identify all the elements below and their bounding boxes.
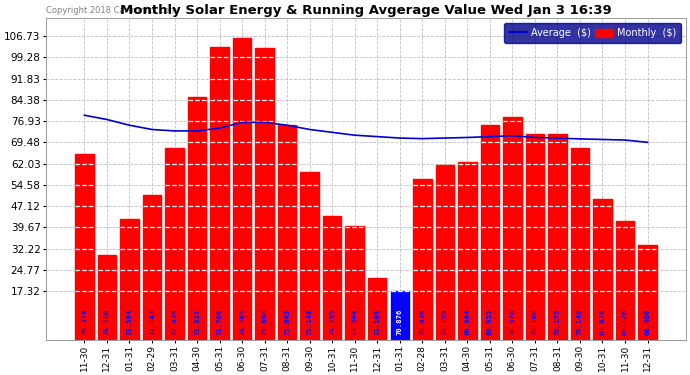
Text: 68.400: 68.400 (644, 309, 651, 335)
Bar (300, 172, 319, 340)
Text: 69.676: 69.676 (600, 309, 605, 335)
Text: 70.188: 70.188 (532, 309, 538, 335)
Bar (615, 221, 634, 340)
Bar (458, 162, 477, 340)
Bar (481, 125, 499, 341)
Bar (526, 134, 544, 340)
Bar (503, 117, 522, 340)
Bar (413, 179, 431, 340)
Bar (210, 47, 229, 340)
Bar (368, 278, 386, 340)
Text: 70.146: 70.146 (577, 309, 583, 335)
Text: 75.643: 75.643 (284, 309, 290, 335)
Bar (233, 38, 251, 340)
Text: 74.755: 74.755 (329, 309, 335, 335)
Text: 70.159: 70.159 (442, 309, 448, 335)
Text: 74.765: 74.765 (239, 309, 245, 335)
Text: 75.148: 75.148 (306, 309, 313, 335)
Bar (188, 97, 206, 340)
Text: 72.143: 72.143 (149, 309, 155, 335)
Bar (435, 165, 454, 340)
Bar (391, 291, 409, 340)
Text: 72.109: 72.109 (374, 309, 380, 335)
Text: 72.817: 72.817 (194, 309, 200, 335)
Bar (255, 48, 274, 340)
Bar (323, 216, 342, 340)
Text: 75.668: 75.668 (262, 309, 268, 335)
Text: 72.439: 72.439 (172, 309, 177, 335)
Text: 69.955: 69.955 (487, 309, 493, 335)
Text: 70.876: 70.876 (397, 309, 403, 335)
Bar (278, 125, 297, 341)
Title: Monthly Solar Energy & Running Avgerage Value Wed Jan 3 16:39: Monthly Solar Energy & Running Avgerage … (120, 4, 612, 17)
Legend: Average  ($), Monthly  ($): Average ($), Monthly ($) (504, 23, 681, 43)
Text: 69.126: 69.126 (622, 309, 628, 335)
Bar (166, 148, 184, 340)
Text: 69.904: 69.904 (464, 309, 471, 335)
Text: 70.436: 70.436 (420, 309, 425, 335)
Bar (120, 219, 139, 340)
Bar (75, 154, 94, 340)
Bar (98, 255, 116, 340)
Text: 73.766: 73.766 (217, 309, 223, 335)
Text: Copyright 2018 Cartronics.com: Copyright 2018 Cartronics.com (46, 6, 177, 15)
Bar (346, 226, 364, 340)
Text: 74.710: 74.710 (104, 309, 110, 335)
Text: 73.504: 73.504 (126, 309, 132, 335)
Text: 76.374: 76.374 (81, 309, 88, 335)
Bar (638, 245, 657, 340)
Bar (593, 200, 612, 340)
Text: 70.175: 70.175 (555, 309, 560, 335)
Bar (571, 148, 589, 340)
Bar (143, 195, 161, 340)
Text: 73.504: 73.504 (352, 309, 357, 335)
Bar (548, 134, 566, 340)
Text: 70.978: 70.978 (509, 309, 515, 335)
